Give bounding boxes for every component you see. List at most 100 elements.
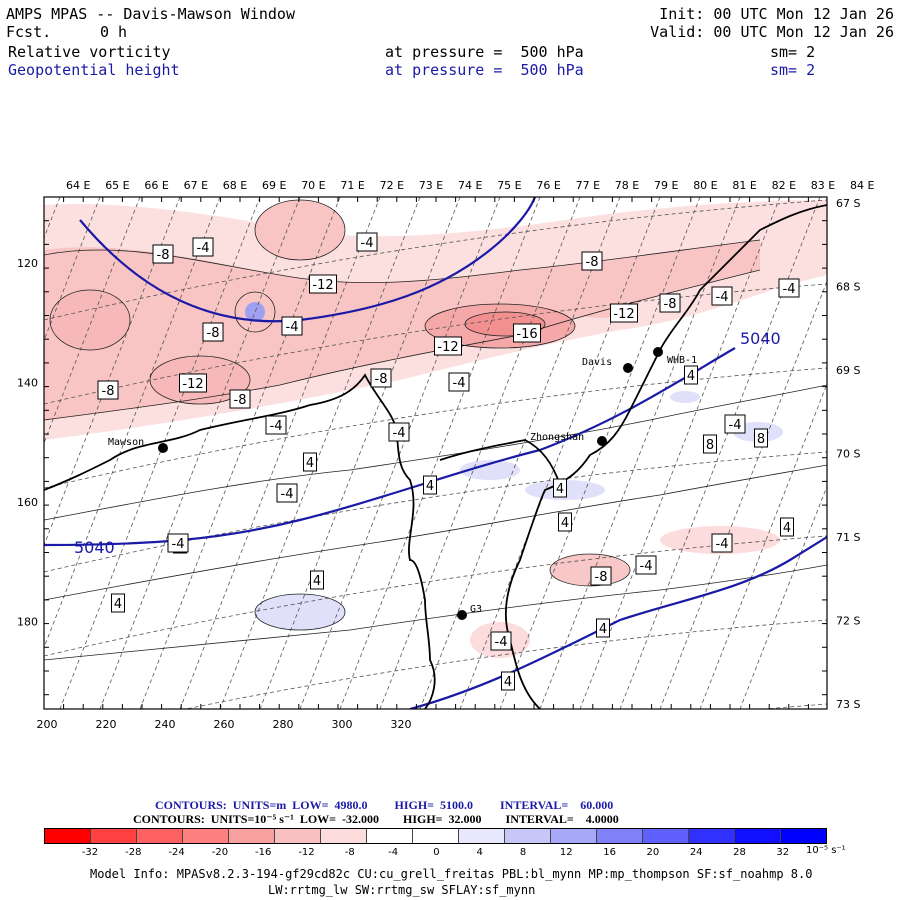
longitude-label: 66 E <box>144 179 168 192</box>
longitude-label: 82 E <box>772 179 796 192</box>
vorticity-label: -12 <box>437 340 458 355</box>
init-time: Init: 00 UTC Mon 12 Jan 26 <box>659 5 894 23</box>
colorbar-tick-label: 20 <box>646 847 660 858</box>
longitude-label: 71 E <box>340 179 364 192</box>
field1-level: at pressure = 500 hPa <box>385 43 584 61</box>
vorticity-label-box <box>684 365 698 385</box>
vorticity-label: -4 <box>729 418 742 433</box>
vorticity-label-box <box>310 570 324 590</box>
vorticity-label: -4 <box>281 487 294 502</box>
vorticity-label: -8 <box>157 248 170 263</box>
vorticity-label-box <box>754 428 768 448</box>
vorticity-label-box <box>724 414 746 434</box>
colorbar-swatch <box>413 829 459 843</box>
colorbar-swatch <box>137 829 183 843</box>
latitude-label: 73 S <box>836 698 860 711</box>
vorticity-label: -4 <box>495 635 508 650</box>
model-info-physics: LW:rrtmg_lw SW:rrtmg_sw SFLAY:sf_mynn <box>268 883 536 897</box>
vorticity-label: -4 <box>716 290 729 305</box>
y-tick-label: 180 <box>17 616 38 629</box>
latitude-label: 67 S <box>836 197 860 210</box>
vorticity-label-box <box>553 478 567 498</box>
vorticity-label: -8 <box>234 393 247 408</box>
title: AMPS MPAS -- Davis-Mawson Window <box>6 5 295 23</box>
vorticity-label: 4 <box>313 574 321 589</box>
axis-labels: 64 E 65 E 66 E 67 E 68 E 69 E 70 E 71 E 72 E 73 E… <box>17 179 874 731</box>
station-label-g3: G3 <box>470 604 482 615</box>
vorticity-labels: -8 -4 -4 -12 -8 -4 -16 -12 -8 -12 -8 -4 -4 -8 -12 -8 -8 -… <box>97 232 800 691</box>
vorticity-label: 8 <box>757 432 765 447</box>
vorticity-label: -4 <box>640 559 653 574</box>
station-marker-davis <box>623 363 633 373</box>
vorticity-label: 4 <box>561 516 569 531</box>
longitude-label: 79 E <box>654 179 678 192</box>
longitude-label: 81 E <box>732 179 756 192</box>
x-tick-label: 280 <box>273 718 294 731</box>
colorbar-swatch <box>229 829 275 843</box>
longitude-label: 72 E <box>380 179 404 192</box>
colorbar-swatch <box>735 829 781 843</box>
vorticity-label: -16 <box>516 327 537 342</box>
vorticity-label-box <box>448 372 470 392</box>
vorticity-label: 4 <box>426 479 434 494</box>
vorticity-label-box <box>635 555 657 575</box>
vorticity-label-box <box>490 631 512 651</box>
vorticity-label-box <box>281 316 303 336</box>
vorticity-label-box <box>423 475 437 495</box>
vorticity-label-box <box>610 303 638 323</box>
vorticity-label: -12 <box>182 377 203 392</box>
vorticity-label: -4 <box>172 537 185 552</box>
colorbar-swatch <box>459 829 505 843</box>
x-tick-label: 300 <box>332 718 353 731</box>
forecast-label: Fcst. <box>6 23 52 41</box>
vorticity-label-box <box>659 293 681 313</box>
vorticity-label-box <box>276 483 298 503</box>
station-marker-g3 <box>457 610 467 620</box>
vorticity-label-box <box>192 237 214 257</box>
vorticity-label: -8 <box>207 326 220 341</box>
colorbar-tick-label: 32 <box>776 847 790 858</box>
y-tick-label: 140 <box>17 377 38 390</box>
contour-info-vorticity: CONTOURS: UNITS=10⁻⁵ s⁻¹ LOW= -32.000 HI… <box>133 812 619 826</box>
longitude-label: 70 E <box>301 179 325 192</box>
vorticity-label: -4 <box>286 320 299 335</box>
vorticity-label-box <box>97 380 119 400</box>
model-info: Model Info: MPASv8.2.3-194-gf29cd82c CU:… <box>90 867 813 881</box>
vorticity-label-box <box>179 373 207 393</box>
colorbar-swatch <box>689 829 735 843</box>
vorticity-label-box <box>370 368 392 388</box>
valid-time: Valid: 00 UTC Mon 12 Jan 26 <box>650 23 894 41</box>
vorticity-label: 4 <box>687 369 695 384</box>
colorbar-swatch <box>275 829 321 843</box>
vorticity-label: -8 <box>664 297 677 312</box>
station-marker-whb <box>653 347 663 357</box>
field2-name: Geopotential height <box>8 61 180 79</box>
colorbar-tick-label: 0 <box>433 847 440 858</box>
colorbar-swatch <box>91 829 137 843</box>
longitude-label: 84 E <box>850 179 874 192</box>
field1-name: Relative vorticity <box>8 43 171 61</box>
colorbar-tick-label: 28 <box>733 847 746 858</box>
colorbar-swatch <box>183 829 229 843</box>
vorticity-label-box <box>309 274 337 294</box>
colorbar-swatch <box>551 829 597 843</box>
colorbar-swatch <box>45 829 91 843</box>
x-tick-label: 240 <box>155 718 176 731</box>
latitude-label: 72 S <box>836 615 860 628</box>
vorticity-label-box <box>388 422 410 442</box>
vorticity-label-box <box>558 512 572 532</box>
vorticity-label-box <box>229 389 251 409</box>
colorbar-tick-label: 24 <box>689 847 703 858</box>
colorbar-tick-label: -24 <box>168 847 185 858</box>
longitude-label: 69 E <box>262 179 286 192</box>
coastline <box>44 204 827 709</box>
colorbar-tick-label: 8 <box>519 847 527 858</box>
vorticity-label-box <box>703 434 717 454</box>
vorticity-label: -12 <box>312 278 333 293</box>
colorbar-units: 10⁻⁵ s⁻¹ <box>806 845 846 856</box>
colorbar-tick-label: -16 <box>255 847 272 858</box>
vorticity-label: 4 <box>306 456 314 471</box>
colorbar-swatch <box>505 829 551 843</box>
latitude-label: 69 S <box>836 364 860 377</box>
vorticity-label: -8 <box>375 372 388 387</box>
